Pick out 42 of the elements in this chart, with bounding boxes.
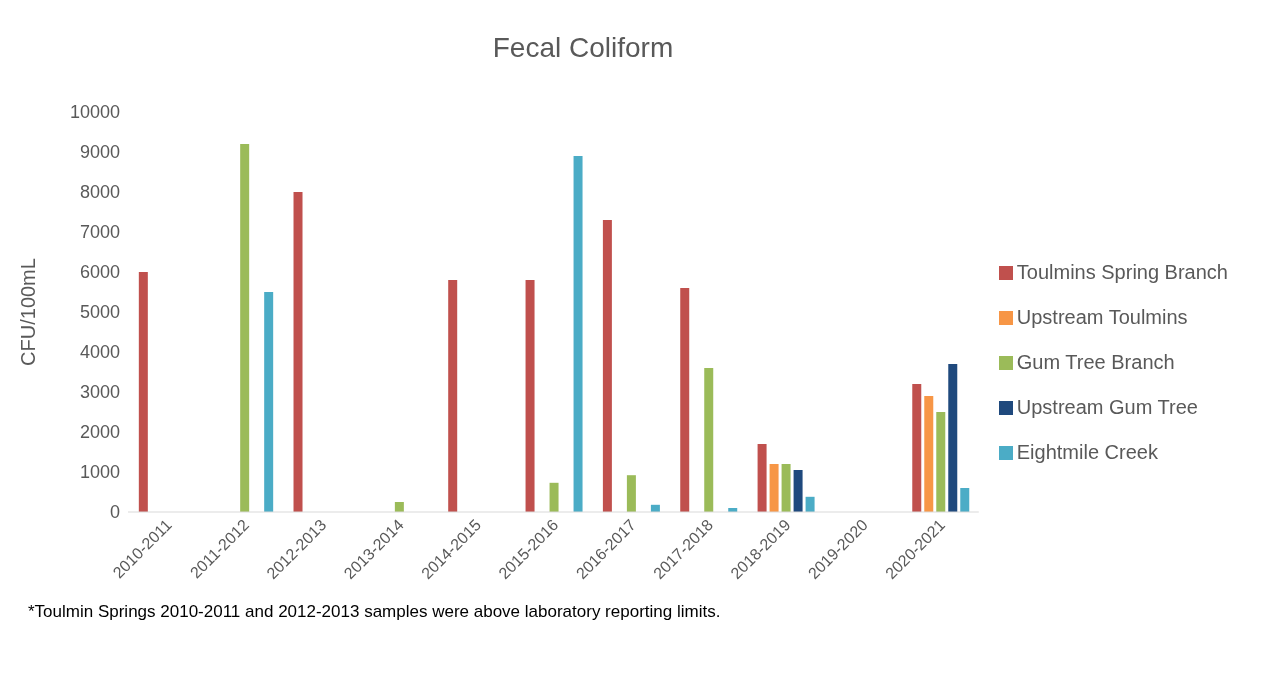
- bar: [448, 280, 458, 512]
- bar: [757, 444, 767, 512]
- bar: [769, 464, 779, 512]
- legend-label: Gum Tree Branch: [1016, 350, 1175, 373]
- bar: [525, 280, 535, 512]
- y-tick-label: 2000: [79, 422, 120, 443]
- bar: [936, 412, 946, 512]
- bar: [602, 220, 612, 512]
- y-tick-label: 6000: [79, 262, 120, 283]
- y-tick-label: 8000: [79, 182, 120, 203]
- y-tick-label: 7000: [79, 222, 120, 243]
- bar: [240, 144, 250, 512]
- bar: [138, 272, 148, 512]
- y-tick-label: 0: [109, 502, 120, 523]
- chart-title: Fecal Coliform: [491, 31, 675, 65]
- text: *Toulmin Springs 2010-2011 and 2012-2013 samples were above laboratory reporting limits.: [28, 602, 722, 622]
- y-tick-label: 5000: [79, 302, 120, 323]
- y-axis-title: CFU/100mL: [17, 258, 40, 366]
- bar: [680, 288, 690, 512]
- bar: [549, 482, 559, 512]
- bar: [805, 496, 815, 512]
- bar: [912, 384, 922, 512]
- bar: [293, 192, 303, 512]
- bar: [793, 470, 803, 512]
- y-tick-label: 10000: [69, 102, 120, 123]
- y-tick-label: 9000: [79, 142, 120, 163]
- legend-label: Upstream Gum Tree: [1016, 395, 1198, 418]
- bar: [781, 464, 791, 512]
- bar: [704, 368, 714, 512]
- bar: [573, 156, 583, 512]
- bar: [264, 292, 274, 512]
- bar: [626, 475, 636, 512]
- legend-label: Upstream Toulmins: [1016, 305, 1188, 328]
- bar: [924, 396, 934, 512]
- y-tick-label: 1000: [79, 462, 120, 483]
- bar: [394, 502, 404, 512]
- legend-label: Eightmile Creek: [1016, 440, 1158, 463]
- bar: [960, 488, 970, 512]
- y-tick-label: 4000: [79, 342, 120, 363]
- legend-label: Toulmins Spring Branch: [1016, 260, 1228, 283]
- bar: [948, 364, 958, 512]
- y-tick-label: 3000: [79, 382, 120, 403]
